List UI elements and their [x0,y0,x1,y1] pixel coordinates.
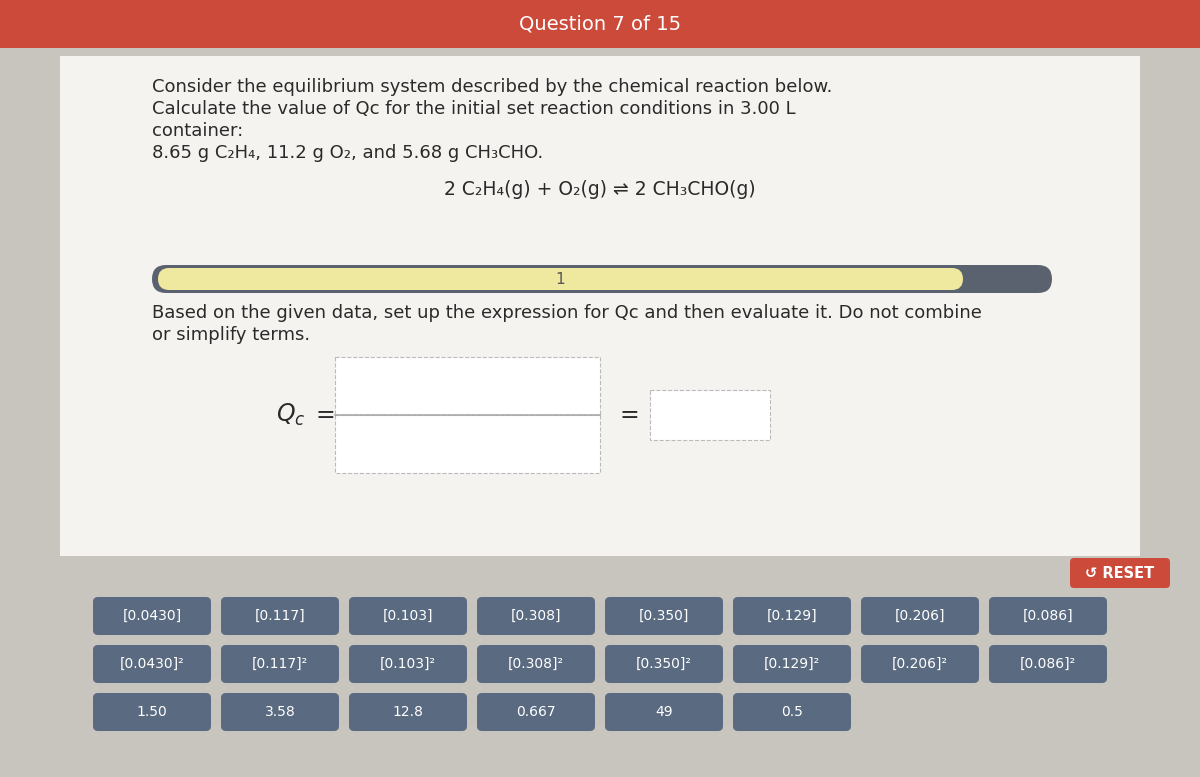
Text: container:: container: [152,122,244,140]
FancyBboxPatch shape [335,357,600,415]
FancyBboxPatch shape [349,645,467,683]
FancyBboxPatch shape [152,265,1052,293]
Text: [0.103]²: [0.103]² [380,657,436,671]
FancyBboxPatch shape [733,645,851,683]
FancyBboxPatch shape [0,556,1200,777]
FancyBboxPatch shape [733,597,851,635]
Text: [0.086]²: [0.086]² [1020,657,1076,671]
FancyBboxPatch shape [221,693,340,731]
FancyBboxPatch shape [349,597,467,635]
Text: [0.129]: [0.129] [767,609,817,623]
Text: [0.206]: [0.206] [895,609,946,623]
Text: Consider the equilibrium system described by the chemical reaction below.: Consider the equilibrium system describe… [152,78,833,96]
Text: 0.5: 0.5 [781,705,803,719]
Text: [0.308]²: [0.308]² [508,657,564,671]
FancyBboxPatch shape [60,56,1140,556]
Text: [0.129]²: [0.129]² [764,657,820,671]
Text: 49: 49 [655,705,673,719]
Text: [0.206]²: [0.206]² [892,657,948,671]
FancyBboxPatch shape [94,645,211,683]
Text: Calculate the value of Qc for the initial set reaction conditions in 3.00 L: Calculate the value of Qc for the initia… [152,100,796,118]
FancyBboxPatch shape [989,597,1108,635]
Text: 2 C₂H₄(g) + O₂(g) ⇌ 2 CH₃CHO(g): 2 C₂H₄(g) + O₂(g) ⇌ 2 CH₃CHO(g) [444,180,756,199]
Text: Question 7 of 15: Question 7 of 15 [518,15,682,33]
FancyBboxPatch shape [605,693,722,731]
FancyBboxPatch shape [0,0,1200,48]
FancyBboxPatch shape [221,645,340,683]
Text: [0.086]: [0.086] [1022,609,1073,623]
FancyBboxPatch shape [862,645,979,683]
Text: $Q_c$: $Q_c$ [276,402,305,428]
Text: [0.0430]: [0.0430] [122,609,181,623]
Text: 1: 1 [556,271,565,287]
FancyBboxPatch shape [989,645,1108,683]
Text: 1.50: 1.50 [137,705,167,719]
FancyBboxPatch shape [349,693,467,731]
FancyBboxPatch shape [94,597,211,635]
FancyBboxPatch shape [478,597,595,635]
Text: Based on the given data, set up the expression for Qc and then evaluate it. Do n: Based on the given data, set up the expr… [152,304,982,322]
Text: [0.308]: [0.308] [511,609,562,623]
FancyBboxPatch shape [478,693,595,731]
FancyBboxPatch shape [478,645,595,683]
Text: 8.65 g C₂H₄, 11.2 g O₂, and 5.68 g CH₃CHO.: 8.65 g C₂H₄, 11.2 g O₂, and 5.68 g CH₃CH… [152,144,544,162]
Text: =: = [314,403,335,427]
FancyBboxPatch shape [221,597,340,635]
Text: [0.117]²: [0.117]² [252,657,308,671]
Text: =: = [620,403,640,427]
FancyBboxPatch shape [158,268,964,290]
Text: [0.0430]²: [0.0430]² [120,657,185,671]
Text: 0.667: 0.667 [516,705,556,719]
Text: 12.8: 12.8 [392,705,424,719]
Text: [0.117]: [0.117] [254,609,305,623]
FancyBboxPatch shape [605,597,722,635]
Text: [0.350]²: [0.350]² [636,657,692,671]
FancyBboxPatch shape [94,693,211,731]
FancyBboxPatch shape [1070,558,1170,588]
FancyBboxPatch shape [862,597,979,635]
FancyBboxPatch shape [733,693,851,731]
FancyBboxPatch shape [650,390,770,440]
Text: [0.350]: [0.350] [638,609,689,623]
FancyBboxPatch shape [335,415,600,473]
Text: [0.103]: [0.103] [383,609,433,623]
FancyBboxPatch shape [605,645,722,683]
Text: or simplify terms.: or simplify terms. [152,326,310,344]
Text: 3.58: 3.58 [265,705,295,719]
Text: ↺ RESET: ↺ RESET [1085,566,1154,580]
